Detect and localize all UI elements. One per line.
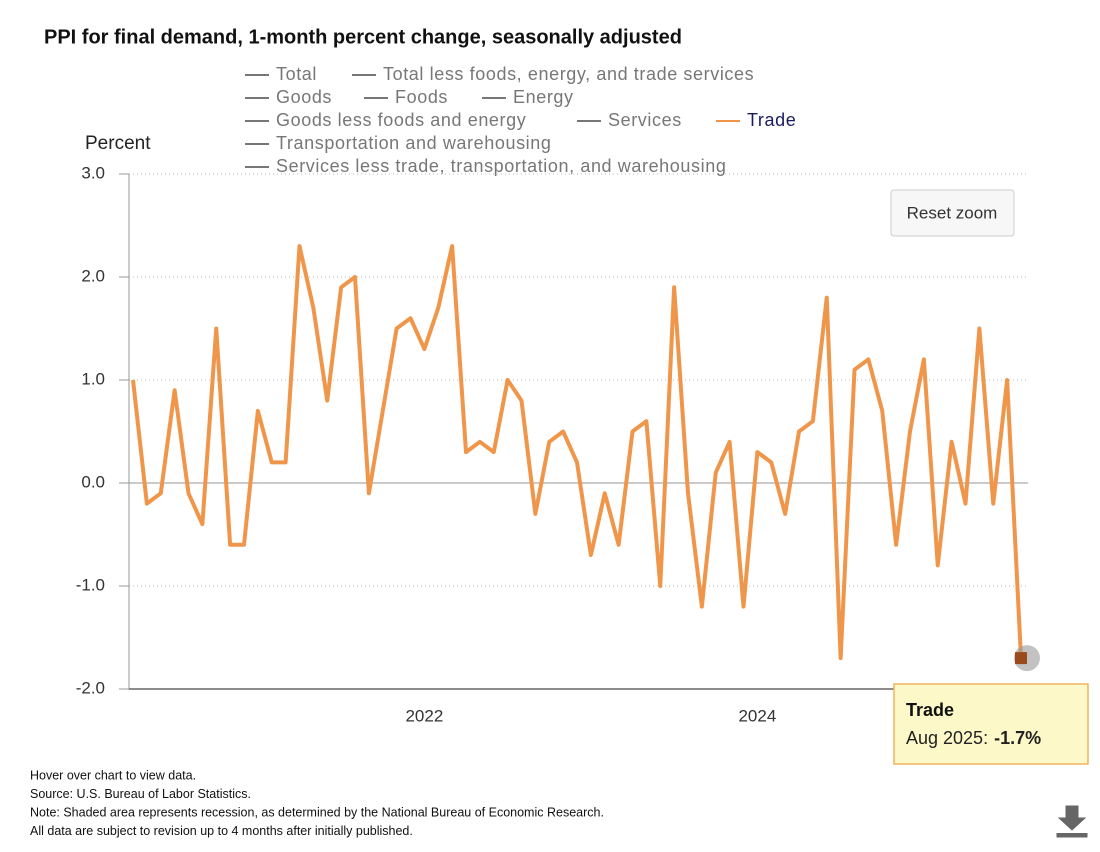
legend-item[interactable]: Trade <box>716 110 796 130</box>
legend-item[interactable]: Goods less foods and energy <box>245 110 526 130</box>
button-label[interactable]: Reset zoom <box>907 203 998 222</box>
legend-item[interactable]: Services less trade, transportation, and… <box>245 156 726 176</box>
legend-item[interactable]: Transportation and warehousing <box>245 133 552 153</box>
legend-label[interactable]: Trade <box>747 110 796 130</box>
y-tick-label: 2.0 <box>81 266 105 285</box>
legend-label[interactable]: Total less foods, energy, and trade serv… <box>383 64 754 84</box>
legend-item[interactable]: Total less foods, energy, and trade serv… <box>352 64 754 84</box>
y-axis-label: Percent <box>85 133 151 154</box>
legend-label[interactable]: Goods <box>276 87 332 107</box>
footnote: Source: U.S. Bureau of Labor Statistics. <box>30 787 251 801</box>
legend-label[interactable]: Total <box>276 64 317 84</box>
legend-item[interactable]: Foods <box>364 87 448 107</box>
legend-label[interactable]: Services <box>608 110 682 130</box>
download-glyph[interactable] <box>1056 805 1088 838</box>
button-bg[interactable] <box>890 189 1015 237</box>
y-tick-label: -1.0 <box>76 575 105 594</box>
tooltip-value: -1.7% <box>994 728 1041 748</box>
tooltip-box <box>893 683 1089 765</box>
legend-label[interactable]: Transportation and warehousing <box>276 133 552 153</box>
hover-point <box>1015 652 1027 665</box>
footnote: All data are subject to revision up to 4… <box>30 824 413 838</box>
tooltip-series: Trade <box>906 700 954 720</box>
x-tick-label: 2024 <box>738 706 776 725</box>
legend-label[interactable]: Services less trade, transportation, and… <box>276 156 726 176</box>
chart-title: PPI for final demand, 1-month percent ch… <box>44 26 682 48</box>
footnote: Note: Shaded area represents recession, … <box>30 805 604 819</box>
legend-label[interactable]: Foods <box>395 87 448 107</box>
legend-item[interactable]: Services <box>577 110 682 130</box>
tooltip-date: Aug 2025: <box>906 728 988 748</box>
reset-zoom-button[interactable]: Reset zoom <box>890 189 1015 237</box>
tooltip: Trade Aug 2025: -1.7% <box>893 683 1089 765</box>
legend-label[interactable]: Energy <box>513 87 574 107</box>
y-tick-label: 0.0 <box>81 472 105 491</box>
legend-item[interactable]: Goods <box>245 87 332 107</box>
data-line <box>131 244 1023 661</box>
tooltip-text: Aug 2025: -1.7% <box>906 728 1041 748</box>
x-tick-label: 2022 <box>405 706 443 725</box>
footnote: Hover over chart to view data. <box>30 768 196 782</box>
y-tick-label: 3.0 <box>81 163 105 182</box>
legend-item[interactable]: Total <box>245 64 317 84</box>
legend-item[interactable]: Energy <box>482 87 574 107</box>
y-tick-label: -2.0 <box>76 678 105 697</box>
legend-label[interactable]: Goods less foods and energy <box>276 110 526 130</box>
download-icon[interactable] <box>1056 805 1088 838</box>
y-tick-label: 1.0 <box>81 369 105 388</box>
